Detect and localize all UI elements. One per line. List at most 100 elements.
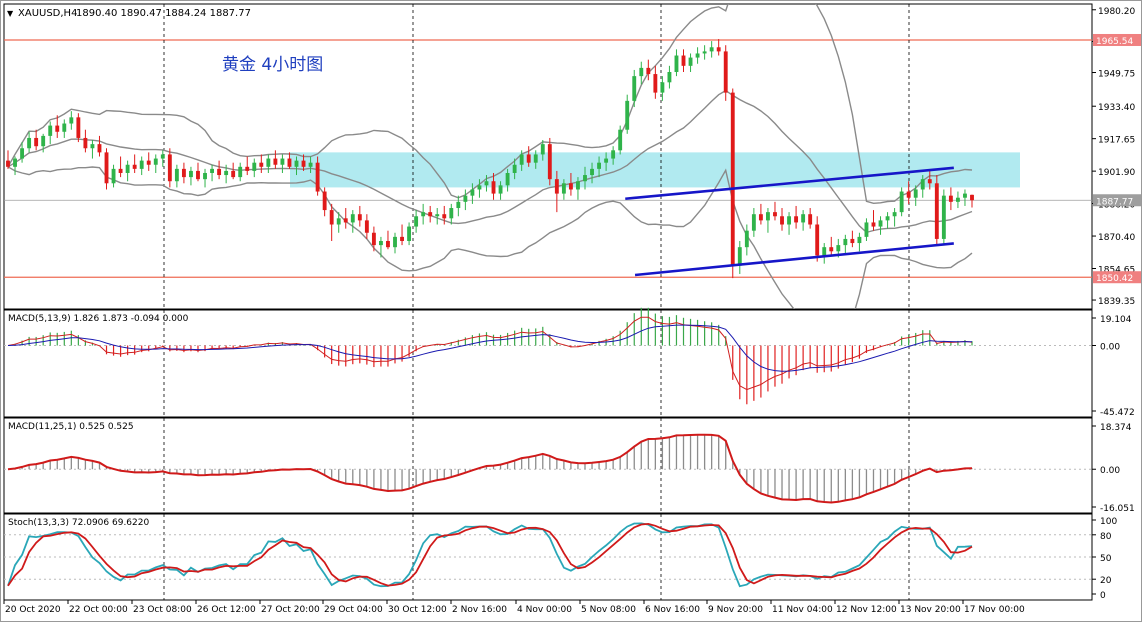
stoch-d-line bbox=[7, 522, 973, 587]
candle-body bbox=[301, 160, 306, 167]
candle-body bbox=[336, 218, 341, 225]
pane-macd1 bbox=[3, 309, 1093, 418]
candle-body bbox=[174, 168, 179, 182]
candle-body bbox=[13, 158, 17, 167]
candle bbox=[378, 236, 383, 258]
candle bbox=[238, 162, 243, 182]
candle-body bbox=[414, 216, 419, 227]
candle bbox=[55, 115, 60, 138]
candle bbox=[76, 113, 81, 143]
candle bbox=[442, 205, 447, 225]
candle-body bbox=[674, 55, 679, 73]
candle-body bbox=[773, 212, 777, 217]
candle bbox=[83, 129, 88, 153]
candle bbox=[547, 137, 552, 186]
candle-body bbox=[970, 194, 974, 201]
candle-body bbox=[934, 183, 939, 239]
candle bbox=[357, 205, 362, 227]
candle-body bbox=[829, 247, 834, 252]
candle bbox=[273, 150, 278, 169]
candle bbox=[681, 49, 686, 73]
candle-body bbox=[132, 164, 137, 169]
candle bbox=[364, 214, 369, 239]
candle-body bbox=[941, 195, 946, 239]
macd2-label: MACD(11,25,1) 0.525 0.525 bbox=[8, 422, 134, 432]
candle-body bbox=[625, 100, 630, 130]
candle bbox=[892, 208, 897, 227]
candle bbox=[456, 195, 461, 217]
candles bbox=[6, 39, 974, 279]
indicator-tick-label: 50 bbox=[1100, 554, 1112, 564]
candle-body bbox=[181, 168, 186, 178]
candle bbox=[308, 156, 313, 173]
candle bbox=[400, 224, 404, 246]
candle-body bbox=[836, 245, 841, 252]
bb-lower bbox=[7, 166, 973, 309]
candle bbox=[857, 232, 862, 252]
candle-body bbox=[737, 247, 742, 266]
candle-body bbox=[6, 160, 10, 167]
candle-body bbox=[815, 224, 820, 256]
candle bbox=[927, 170, 932, 190]
price-label-text: 1965.54 bbox=[1096, 37, 1133, 47]
candle-body bbox=[252, 162, 257, 171]
candle-body bbox=[758, 214, 763, 221]
candle-body bbox=[90, 144, 95, 149]
candle bbox=[6, 150, 10, 169]
candle-body bbox=[927, 179, 932, 184]
candle-body bbox=[456, 201, 461, 209]
macd1-signal bbox=[7, 324, 973, 372]
candle bbox=[167, 148, 172, 188]
price-label-box bbox=[1093, 194, 1141, 207]
candle-body bbox=[688, 57, 693, 66]
candle bbox=[674, 49, 679, 77]
candle bbox=[667, 65, 672, 89]
candle-body bbox=[730, 92, 735, 266]
price-tick-label: 1980.20 bbox=[1098, 7, 1135, 17]
candle-body bbox=[590, 168, 594, 176]
macd2-pane[interactable]: MACD(11,25,1) 0.525 0.525 18.374 0.00 -16.0… bbox=[4, 418, 1135, 514]
candle bbox=[217, 160, 222, 180]
candle-body bbox=[245, 166, 250, 171]
candle-body bbox=[646, 67, 651, 75]
candle bbox=[871, 210, 876, 231]
candle-body bbox=[329, 210, 334, 225]
candle bbox=[421, 203, 426, 225]
time-tick-label: 30 Oct 12:00 bbox=[388, 605, 447, 615]
candle bbox=[189, 166, 193, 186]
candle-body bbox=[238, 166, 243, 178]
candle bbox=[899, 187, 904, 217]
candle bbox=[773, 201, 777, 221]
candle-body bbox=[808, 214, 813, 225]
candle bbox=[174, 164, 179, 188]
indicator-tick-label: -16.051 bbox=[1100, 504, 1135, 514]
price-pane[interactable] bbox=[4, 0, 1092, 340]
time-tick-label: 12 Nov 12:00 bbox=[836, 605, 897, 615]
candle-body bbox=[723, 51, 728, 93]
candle-body bbox=[604, 158, 609, 163]
candle-body bbox=[153, 158, 158, 165]
candle bbox=[287, 152, 292, 169]
candle bbox=[407, 222, 412, 246]
candle-body bbox=[843, 238, 848, 246]
chart-annotation: 黄金 4小时图 bbox=[222, 55, 323, 75]
time-tick-label: 17 Nov 00:00 bbox=[964, 605, 1025, 615]
candle bbox=[69, 111, 74, 130]
candle bbox=[371, 226, 376, 252]
indicator-tick-label: 0.00 bbox=[1100, 466, 1120, 476]
candle-body bbox=[780, 216, 784, 225]
macd1-pane[interactable]: MACD(5,13,9) 1.826 1.873 -0.094 0.000 19.… bbox=[4, 307, 1135, 418]
candle bbox=[301, 154, 306, 171]
candle-body bbox=[512, 164, 517, 173]
candle-body bbox=[442, 214, 447, 219]
candle-body bbox=[871, 222, 876, 227]
stoch-pane[interactable]: Stoch(13,3,3) 72.0906 69.6220 100 80 50 20 0 bbox=[4, 514, 1117, 601]
candle bbox=[139, 156, 144, 176]
indicator-tick-label: -45.472 bbox=[1100, 408, 1135, 418]
candle bbox=[196, 162, 200, 182]
candle bbox=[210, 164, 214, 182]
candle-body bbox=[766, 212, 770, 221]
price-tick-label: 1901.90 bbox=[1098, 168, 1135, 178]
candle-body bbox=[118, 168, 123, 173]
candle-body bbox=[97, 144, 102, 153]
